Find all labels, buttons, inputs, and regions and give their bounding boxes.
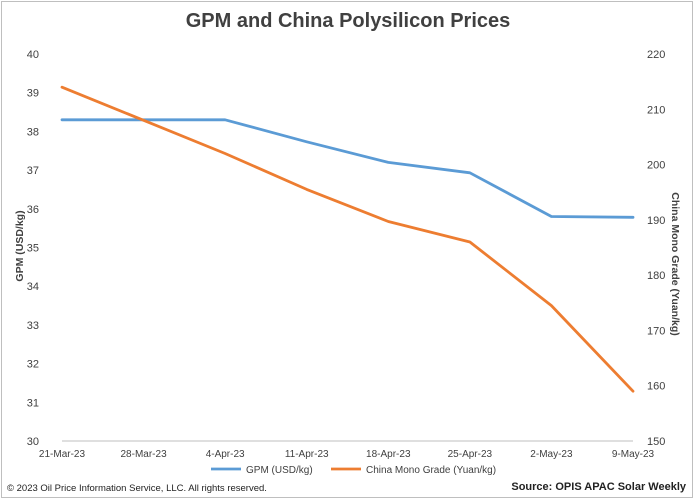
y-tick-label-left: 33 — [27, 320, 39, 332]
y-tick-label-right: 190 — [647, 215, 665, 227]
legend-label: China Mono Grade (Yuan/kg) — [366, 465, 496, 476]
y-tick-label-left: 30 — [27, 436, 39, 448]
y-axis-label-right: China Mono Grade (Yuan/kg) — [669, 192, 681, 336]
y-tick-label-right: 160 — [647, 381, 665, 393]
x-tick-label: 11-Apr-23 — [285, 449, 329, 460]
legend-label: GPM (USD/kg) — [246, 465, 313, 476]
y-tick-label-left: 31 — [27, 397, 39, 409]
y-axis-label-left: GPM (USD/kg) — [14, 210, 26, 281]
source-text: Source: OPIS APAC Solar Weekly — [511, 481, 686, 493]
y-tick-label-left: 36 — [27, 204, 39, 216]
y-tick-label-left: 32 — [27, 359, 39, 371]
y-tick-label-right: 150 — [647, 436, 665, 448]
series-line-gpm — [60, 118, 635, 219]
x-tick-label: 18-Apr-23 — [366, 449, 411, 460]
x-tick-label: 4-Apr-23 — [206, 449, 245, 460]
chart-title: GPM and China Polysilicon Prices — [185, 10, 511, 32]
x-tick-label: 9-May-23 — [612, 449, 655, 460]
copyright-text: © 2023 Oil Price Information Service, LL… — [7, 483, 267, 494]
y-tick-label-right: 180 — [647, 270, 665, 282]
y-tick-label-left: 37 — [27, 165, 39, 177]
x-tick-label: 2-May-23 — [530, 449, 573, 460]
y-tick-label-left: 39 — [27, 88, 39, 100]
y-tick-label-left: 40 — [27, 49, 39, 61]
y-tick-label-right: 220 — [647, 49, 665, 61]
y-tick-label-left: 35 — [27, 243, 39, 255]
x-tick-label: 28-Mar-23 — [121, 449, 168, 460]
x-tick-label: 25-Apr-23 — [448, 449, 493, 460]
y-tick-label-right: 210 — [647, 104, 665, 116]
y-tick-label-left: 38 — [27, 126, 39, 138]
x-tick-label: 21-Mar-23 — [39, 449, 86, 460]
y-tick-label-left: 34 — [27, 281, 39, 293]
y-tick-label-right: 200 — [647, 160, 665, 172]
y-tick-label-right: 170 — [647, 325, 665, 337]
series-line-china-mono — [60, 85, 635, 393]
